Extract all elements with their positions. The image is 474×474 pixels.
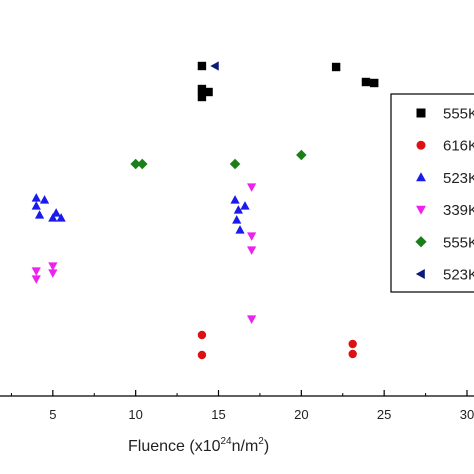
data-point-circle <box>197 330 207 340</box>
data-point-triangle-up <box>39 195 50 204</box>
data-point-circle <box>348 349 357 359</box>
data-point-circle <box>348 339 357 349</box>
legend-entry-label: 616K <box>443 138 474 155</box>
data-point-triangle-up <box>230 195 240 204</box>
data-point-triangle-down <box>31 267 41 276</box>
data-point-square <box>197 92 207 102</box>
x-tick-label: 15 <box>211 407 225 422</box>
data-point-square <box>361 77 371 87</box>
x-tick-label: 30 <box>460 407 474 422</box>
data-point-square <box>204 87 213 97</box>
data-point-triangle-up <box>34 210 45 219</box>
data-point-diamond <box>296 149 307 161</box>
legend-entry-label: 523K <box>443 267 474 284</box>
data-point-triangle-up <box>232 215 242 224</box>
data-point-triangle-down <box>48 269 58 278</box>
data-point-diamond <box>130 158 141 170</box>
data-point-square <box>331 62 341 72</box>
data-point-triangle-up <box>48 213 58 222</box>
legend-box <box>390 93 474 293</box>
data-point-triangle-down <box>247 246 257 255</box>
legend-entry-label: 523K <box>443 170 474 187</box>
data-point-triangle-left <box>210 61 219 71</box>
data-point-triangle-up <box>233 205 243 214</box>
data-point-triangle-up <box>51 208 61 217</box>
legend-marker-triangle-up <box>416 172 426 182</box>
legend-marker-square <box>416 108 426 118</box>
legend-marker-circle <box>416 140 426 150</box>
data-point-square <box>197 84 207 94</box>
data-points <box>31 61 379 360</box>
x-tick-label: 25 <box>377 407 391 422</box>
data-point-triangle-down <box>31 275 41 284</box>
data-point-square <box>370 78 379 88</box>
x-tick-label: 5 <box>49 407 56 422</box>
data-point-triangle-down <box>48 262 58 271</box>
data-point-diamond <box>229 158 241 170</box>
data-point-circle <box>197 350 207 360</box>
legend-entry-label: 339K <box>443 202 474 219</box>
data-point-triangle-down <box>247 183 257 192</box>
legend-marker-triangle-down <box>416 205 426 215</box>
data-point-triangle-down <box>247 232 257 241</box>
data-point-triangle-up <box>31 193 41 202</box>
x-tick-label: 10 <box>128 407 142 422</box>
data-point-square <box>197 61 207 71</box>
x-axis-label: Fluence (x1024n/m2) <box>128 436 269 455</box>
legend: 555K 616K 523K 339K 555K 523K <box>390 93 474 293</box>
data-point-diamond <box>137 158 148 170</box>
data-point-triangle-up <box>56 213 66 222</box>
data-point-triangle-up <box>235 225 245 234</box>
legend-marker-triangle-left <box>415 269 425 279</box>
x-tick-label: 20 <box>294 407 308 422</box>
axes: 5 10 15 20 25 30 <box>0 390 474 422</box>
data-point-triangle-down <box>247 315 257 324</box>
legend-marker-diamond <box>415 236 427 248</box>
data-point-triangle-up <box>31 201 41 210</box>
legend-entry-label: 555K <box>443 234 474 251</box>
legend-entry-label: 555K <box>443 106 474 123</box>
data-point-triangle-up <box>240 201 250 210</box>
